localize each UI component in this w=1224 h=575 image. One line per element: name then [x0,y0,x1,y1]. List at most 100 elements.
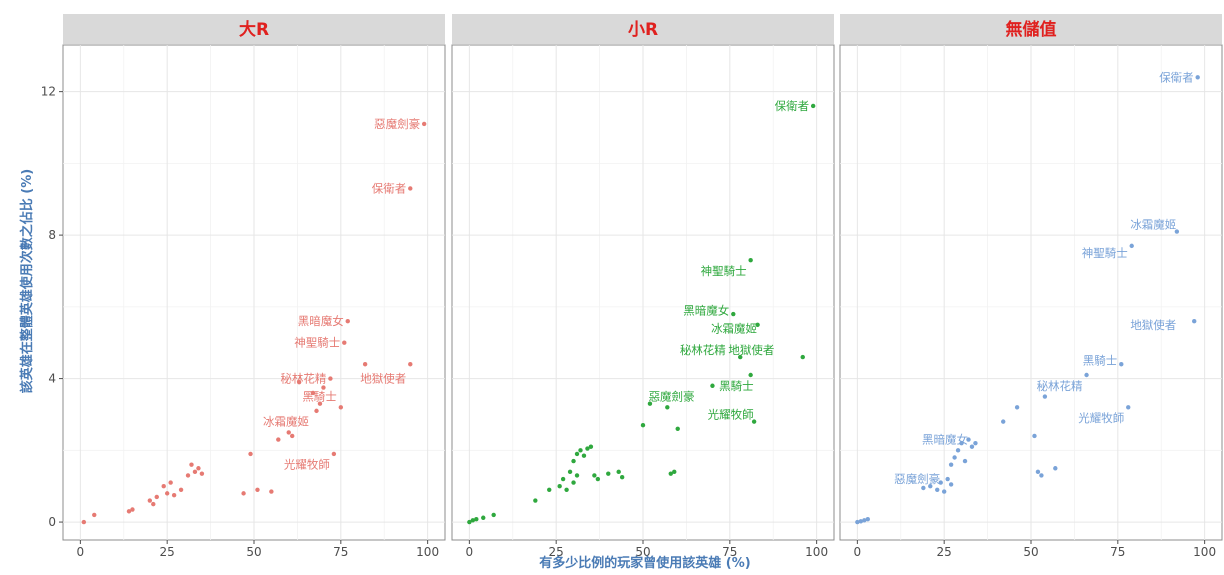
data-point [574,473,580,478]
point-label: 黑騎士 [719,379,754,393]
data-point [969,444,975,449]
data-point [1039,473,1044,478]
y-tick-label: 8 [48,228,56,242]
x-tick-label: 0 [854,545,862,559]
data-point [130,507,135,512]
data-point [286,430,291,435]
point-label: 冰霜魔姬 [1130,217,1176,231]
point-label: 保衛者 [775,99,810,113]
data-point [92,512,97,518]
point-label: 光耀牧師 [284,458,330,472]
data-point [178,487,184,492]
data-point [189,462,194,467]
data-point [1119,362,1124,367]
data-point [668,471,673,476]
data-point [533,498,538,503]
data-point [616,469,621,475]
data-point [168,480,173,485]
data-point [574,451,580,457]
point-label: 地獄使者 [1130,318,1176,332]
point-label: 黑騎士 [1083,354,1118,368]
data-point [408,362,413,367]
data-point [865,516,870,522]
data-point [800,354,805,360]
data-point [748,372,753,378]
x-tick-label: 50 [1023,545,1038,559]
point-label: 神聖騎士 [294,336,340,350]
y-tick-label: 0 [48,515,56,529]
data-point [126,509,132,514]
facet-strip [63,14,445,44]
facet-strip-label: 小R [628,20,658,40]
point-label: 保衛者 [1159,70,1194,84]
data-point [952,455,957,460]
data-point [862,518,867,523]
data-point [547,487,552,492]
facet-strip [452,14,834,44]
data-point [665,405,670,410]
x-tick-label: 75 [333,545,348,559]
data-point [560,476,566,482]
data-point [154,494,159,500]
data-point [751,419,757,424]
x-tick-label: 100 [805,545,828,559]
data-point [948,462,954,467]
data-point [338,405,344,410]
x-tick-label: 50 [635,545,650,559]
data-point [640,423,646,428]
data-point [269,489,274,494]
facet-panel: 無儲值 0 25 50 75 100 保衛者冰霜魔姬神聖騎士地獄使者黑騎士秘林花精光耀牧師黑… [839,14,1223,559]
data-point [331,451,337,457]
point-label: 惡魔劍豪 [374,117,420,131]
point-label: 冰霜魔姬 [711,321,757,335]
data-point [328,376,333,381]
x-tick-label: 100 [1193,545,1216,559]
data-point [171,492,177,498]
x-tick-label: 100 [416,545,439,559]
data-point [945,476,950,482]
data-point [491,512,496,518]
data-point [1032,433,1037,439]
data-point [1084,372,1089,378]
data-point [362,362,368,367]
data-point [470,518,476,523]
data-point [571,458,576,464]
data-point [314,408,319,414]
data-point [241,491,246,496]
data-point [474,516,479,522]
point-label: 秘林花精 [680,343,726,357]
x-tick-label: 0 [77,545,85,559]
point-label: 光耀牧師 [1078,411,1124,425]
data-point [248,451,253,457]
data-point [321,385,326,390]
data-point [962,458,968,464]
data-point [185,473,191,478]
data-point [647,401,653,406]
data-point [973,440,978,446]
data-point [161,483,166,489]
data-point [585,446,590,451]
data-point [151,501,156,507]
x-tick-label: 25 [937,545,952,559]
data-point [675,426,680,432]
facet-strip-label: 大R [239,19,269,40]
data-point [290,433,295,439]
point-label: 黑騎士 [302,390,337,404]
data-point [81,519,87,525]
x-tick-label: 50 [246,545,261,559]
data-point [467,519,472,525]
data-point [928,483,933,489]
data-point [342,340,347,345]
data-point [955,448,961,453]
data-point [571,480,576,485]
point-label: 秘林花精 [1037,379,1083,393]
data-point [421,121,427,127]
data-point [1001,419,1006,424]
data-point [1129,243,1134,249]
data-point [710,383,715,388]
data-point [578,448,583,453]
y-tick-label: 4 [48,372,56,386]
data-point [310,390,316,396]
